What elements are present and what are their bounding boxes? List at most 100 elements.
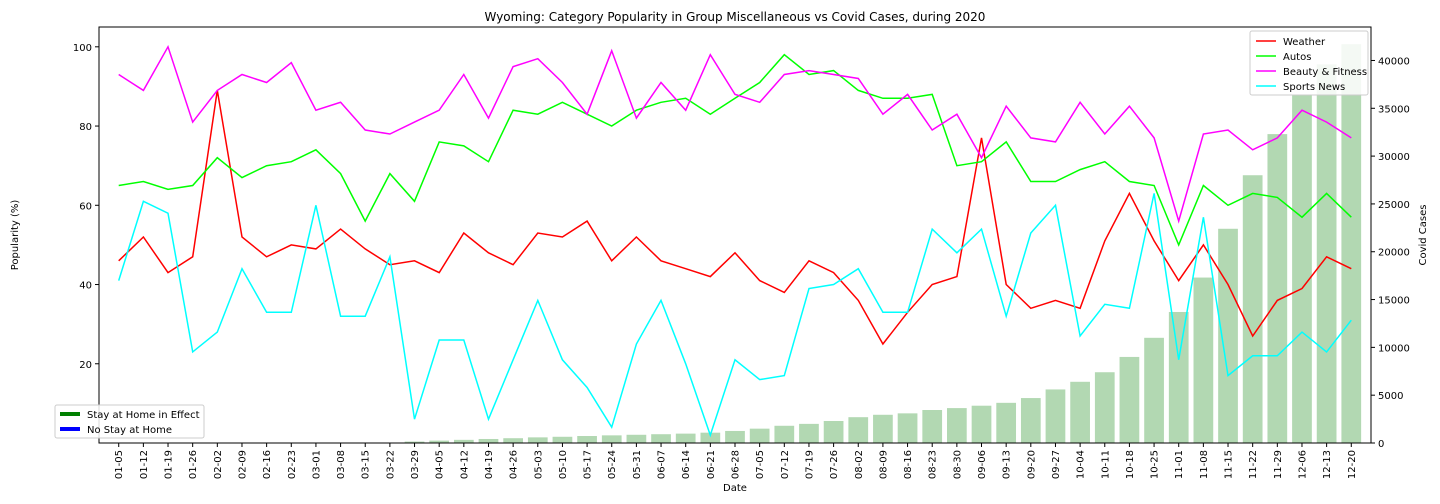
x-tick-label: 04-19 bbox=[484, 450, 495, 479]
legend-label: Autos bbox=[1283, 52, 1311, 63]
covid-bar-07-19 bbox=[799, 423, 819, 443]
x-tick-label: 06-14 bbox=[681, 450, 692, 479]
y2-tick-label: 0 bbox=[1378, 439, 1384, 450]
x-tick-label: 06-07 bbox=[657, 450, 668, 479]
x-tick-label: 11-15 bbox=[1224, 450, 1235, 479]
covid-bar-11-29 bbox=[1267, 134, 1288, 444]
x-tick-label: 11-22 bbox=[1248, 450, 1259, 479]
covid-bar-06-21 bbox=[700, 432, 721, 443]
covid-bar-12-06 bbox=[1292, 94, 1312, 443]
x-tick-label: 08-16 bbox=[903, 450, 914, 479]
legend-box bbox=[1249, 30, 1369, 96]
right-axis: 0 5000 10000 15000 20000 25000 30000 35000 40000 bbox=[1371, 56, 1410, 450]
x-tick-label: 07-12 bbox=[780, 450, 791, 479]
x-tick-label: 02-02 bbox=[213, 450, 224, 479]
x-axis: 01-05 01-12 01-19 01-26 02-02 02-09 02-16 02-23… bbox=[114, 443, 1358, 479]
x-tick-label: 01-05 bbox=[114, 450, 125, 479]
x-tick-label: 07-19 bbox=[804, 450, 815, 479]
x-tick-label: 05-17 bbox=[583, 450, 594, 479]
y2-tick-label: 10000 bbox=[1378, 343, 1410, 354]
x-tick-label: 03-01 bbox=[311, 450, 322, 479]
x-tick-label: 01-26 bbox=[188, 450, 199, 479]
x-tick-label: 04-12 bbox=[459, 450, 470, 479]
covid-bar-10-18 bbox=[1119, 356, 1140, 443]
x-tick-label: 05-03 bbox=[533, 450, 544, 479]
x-tick-label: 02-16 bbox=[262, 450, 273, 479]
x-tick-label: 03-22 bbox=[385, 450, 396, 479]
x-tick-label: 04-05 bbox=[435, 450, 446, 479]
y2-tick-label: 35000 bbox=[1378, 104, 1410, 115]
covid-bar-10-11 bbox=[1094, 372, 1115, 443]
covid-bar-11-01 bbox=[1168, 311, 1189, 443]
covid-bar-08-09 bbox=[873, 414, 893, 443]
series-line-sports-news bbox=[117, 193, 1352, 438]
covid-bar-04-12 bbox=[453, 439, 474, 443]
x-tick-label: 03-08 bbox=[336, 450, 347, 479]
covid-bar-05-03 bbox=[527, 437, 548, 443]
covid-bar-03-29 bbox=[404, 441, 425, 443]
covid-bar-12-20 bbox=[1341, 44, 1362, 443]
x-tick-label: 05-31 bbox=[632, 450, 643, 479]
x-tick-label: 08-30 bbox=[952, 450, 963, 479]
covid-bar-09-06 bbox=[971, 405, 992, 443]
legend-label: Beauty & Fitness bbox=[1283, 67, 1367, 78]
stay-legend-label: Stay at Home in Effect bbox=[87, 410, 200, 421]
covid-bar-05-17 bbox=[577, 436, 597, 443]
y-tick-label: 40 bbox=[79, 281, 92, 292]
covid-bar-06-14 bbox=[675, 433, 696, 443]
covid-bar-09-20 bbox=[1020, 398, 1041, 443]
x-tick-label: 12-06 bbox=[1297, 450, 1308, 479]
legend-stay-at-home: Stay at Home in Effect No Stay at Home bbox=[54, 404, 205, 439]
x-tick-label: 09-20 bbox=[1026, 450, 1037, 479]
x-tick-label: 08-02 bbox=[854, 450, 865, 479]
covid-bar-07-12 bbox=[774, 425, 795, 443]
covid-bar-12-13 bbox=[1316, 64, 1337, 443]
x-tick-label: 12-20 bbox=[1347, 450, 1358, 479]
covid-bar-08-23 bbox=[922, 410, 943, 443]
covid-bar-05-10 bbox=[552, 436, 573, 443]
x-tick-label: 09-06 bbox=[977, 450, 988, 479]
x-tick-label: 11-01 bbox=[1174, 450, 1185, 479]
series-line-weather bbox=[118, 90, 1352, 346]
covid-bar-08-16 bbox=[897, 413, 918, 443]
x-tick-label: 11-08 bbox=[1199, 450, 1210, 479]
y2-tick-label: 20000 bbox=[1378, 248, 1410, 259]
covid-bar-04-19 bbox=[478, 438, 499, 443]
x-tick-label: 05-24 bbox=[607, 450, 618, 479]
y-tick-label: 80 bbox=[79, 122, 92, 133]
covid-bar-08-02 bbox=[848, 417, 869, 443]
legend-label: Sports News bbox=[1283, 82, 1345, 93]
covid-bar-04-05 bbox=[429, 440, 450, 443]
covid-bar-06-07 bbox=[651, 434, 671, 443]
chart-title: Wyoming: Category Popularity in Group Mi… bbox=[485, 10, 986, 24]
covid-bar-05-31 bbox=[626, 434, 647, 443]
x-tick-label: 06-28 bbox=[731, 450, 742, 479]
covid-bar-11-15 bbox=[1218, 228, 1238, 443]
x-tick-label: 09-13 bbox=[1002, 450, 1013, 479]
x-tick-label: 10-04 bbox=[1076, 450, 1087, 479]
x-tick-label: 10-25 bbox=[1150, 450, 1161, 479]
x-tick-label: 02-09 bbox=[237, 450, 248, 479]
x-tick-label: 03-29 bbox=[410, 450, 421, 479]
x-tick-label: 03-15 bbox=[361, 450, 372, 479]
x-tick-label: 08-23 bbox=[928, 450, 939, 479]
series-line-beauty-fitness bbox=[118, 44, 1352, 224]
x-tick-label: 07-05 bbox=[755, 450, 766, 479]
x-tick-label: 11-29 bbox=[1273, 450, 1284, 479]
covid-bar-09-13 bbox=[996, 402, 1017, 443]
x-tick-label: 09-27 bbox=[1051, 450, 1062, 479]
stay-legend-label: No Stay at Home bbox=[87, 425, 172, 436]
y2-axis-label: Covid Cases bbox=[1418, 204, 1429, 265]
y2-tick-label: 15000 bbox=[1378, 296, 1410, 307]
covid-bar-07-05 bbox=[749, 428, 770, 443]
x-tick-label: 10-18 bbox=[1125, 450, 1136, 479]
y2-tick-label: 5000 bbox=[1378, 391, 1403, 402]
covid-bar-06-28 bbox=[725, 430, 745, 443]
covid-bar-11-08 bbox=[1193, 277, 1214, 443]
x-axis-label: Date bbox=[723, 483, 747, 494]
covid-bar-10-04 bbox=[1070, 381, 1090, 443]
y-tick-label: 60 bbox=[79, 201, 92, 212]
x-tick-label: 12-13 bbox=[1322, 450, 1333, 479]
covid-bar-09-27 bbox=[1045, 389, 1066, 443]
